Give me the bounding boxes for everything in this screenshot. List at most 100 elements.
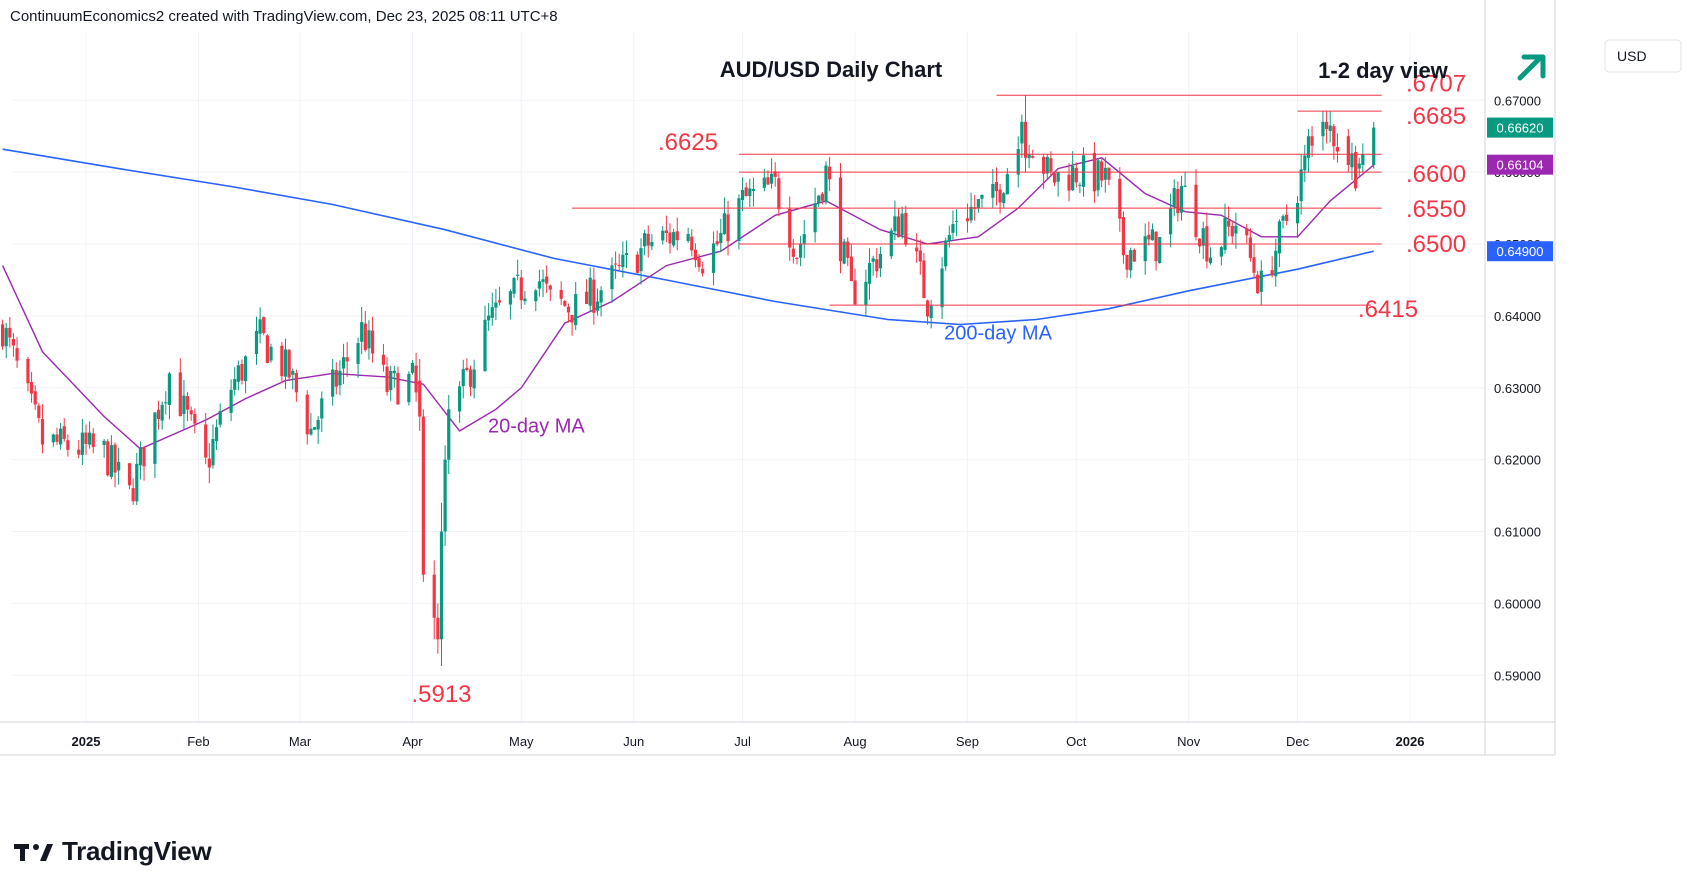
candle-body bbox=[566, 306, 571, 313]
currency-badge[interactable] bbox=[1604, 39, 1682, 73]
candle-body bbox=[8, 327, 12, 338]
candle-body bbox=[189, 410, 193, 415]
candle-body bbox=[820, 193, 824, 201]
candle bbox=[849, 244, 853, 282]
candle-body bbox=[965, 218, 970, 222]
y-tick-label: 0.64000 bbox=[1494, 309, 1541, 324]
candle bbox=[487, 303, 491, 331]
candle-body bbox=[385, 366, 389, 392]
candle-body bbox=[240, 364, 244, 381]
candle bbox=[1310, 126, 1314, 157]
candle-body bbox=[414, 365, 418, 393]
candle bbox=[193, 408, 197, 434]
candle bbox=[262, 316, 266, 336]
candle-body bbox=[646, 233, 650, 246]
tradingview-logo[interactable]: TradingView bbox=[14, 836, 212, 867]
candle bbox=[512, 276, 516, 298]
candle bbox=[715, 230, 719, 247]
candle-body bbox=[1357, 163, 1361, 169]
candle-body bbox=[1031, 156, 1035, 158]
candle bbox=[802, 219, 806, 259]
y-tick-label: 0.60000 bbox=[1494, 596, 1541, 611]
x-tick-label: Jun bbox=[623, 734, 644, 749]
candle bbox=[896, 208, 901, 238]
x-tick-label: Aug bbox=[843, 734, 866, 749]
candle-body bbox=[508, 291, 513, 305]
candle-body bbox=[207, 458, 211, 468]
candle-body bbox=[929, 305, 933, 319]
x-tick-label: 2025 bbox=[72, 734, 101, 749]
candle-body bbox=[407, 373, 411, 403]
candle bbox=[113, 442, 117, 488]
candle bbox=[508, 289, 513, 320]
candle-body bbox=[918, 250, 922, 262]
candle-body bbox=[193, 414, 197, 424]
chart-header: ContinuumEconomics2 created with Trading… bbox=[10, 8, 558, 25]
candle-body bbox=[864, 281, 868, 305]
candle-body bbox=[421, 416, 425, 575]
candle bbox=[1132, 248, 1136, 262]
candle-body bbox=[0, 324, 5, 347]
candle bbox=[1154, 231, 1158, 271]
candle-body bbox=[817, 195, 821, 203]
candle bbox=[820, 191, 824, 205]
x-tick-label: Apr bbox=[402, 734, 423, 749]
candle-body bbox=[29, 382, 34, 394]
candle bbox=[650, 234, 654, 251]
candle bbox=[11, 333, 16, 357]
candle-body bbox=[762, 177, 766, 188]
candle-body bbox=[922, 260, 926, 299]
candle bbox=[545, 265, 549, 294]
candle-body bbox=[1303, 155, 1307, 171]
candle bbox=[407, 371, 411, 406]
candle bbox=[160, 401, 164, 430]
candle-body bbox=[1049, 158, 1053, 172]
candle-body bbox=[1042, 156, 1046, 174]
x-tick-label: Oct bbox=[1066, 734, 1087, 749]
candle-body bbox=[875, 259, 879, 272]
candle bbox=[1274, 238, 1278, 287]
candle-body bbox=[1183, 185, 1187, 187]
candle bbox=[229, 379, 233, 422]
candle-body bbox=[410, 362, 415, 373]
x-tick-label: 2026 bbox=[1396, 734, 1425, 749]
candle-body bbox=[494, 302, 498, 308]
candle bbox=[338, 360, 342, 396]
candle-body bbox=[1172, 188, 1176, 207]
candle bbox=[490, 292, 494, 326]
candle-body bbox=[254, 330, 259, 354]
candle bbox=[788, 196, 792, 261]
candle-body bbox=[389, 370, 393, 391]
candle bbox=[1172, 179, 1176, 217]
candle-body bbox=[236, 365, 240, 382]
candle bbox=[1205, 212, 1209, 269]
candle-body bbox=[559, 289, 563, 299]
candle bbox=[980, 194, 984, 208]
candle bbox=[254, 316, 259, 365]
candle-body bbox=[1201, 228, 1205, 246]
candle bbox=[726, 200, 730, 256]
candle bbox=[744, 182, 748, 197]
candle bbox=[559, 281, 563, 305]
candle-body bbox=[675, 231, 679, 241]
candle bbox=[439, 502, 444, 666]
candle-body bbox=[737, 198, 741, 241]
candle-body bbox=[233, 379, 237, 390]
candle-body bbox=[127, 463, 132, 486]
candle-body bbox=[766, 177, 770, 185]
last-price-badge-bg bbox=[1487, 117, 1553, 138]
candle bbox=[497, 286, 502, 306]
candle-body bbox=[1245, 228, 1249, 236]
candle bbox=[1129, 247, 1133, 279]
candle-body bbox=[1324, 121, 1329, 130]
candle-body bbox=[1107, 167, 1111, 180]
candle-body bbox=[1281, 216, 1285, 221]
candle bbox=[414, 352, 418, 402]
candle bbox=[80, 418, 84, 465]
price-axis[interactable]: 0.670000.660000.650000.640000.630000.620… bbox=[1487, 93, 1553, 683]
candle-body bbox=[574, 294, 578, 326]
time-axis[interactable]: 2025 Feb Mar Apr May Jun Jul Aug Sep Oct Nov Dec 202… bbox=[72, 734, 1425, 749]
candle bbox=[1107, 167, 1111, 186]
x-tick-label: May bbox=[509, 734, 534, 749]
